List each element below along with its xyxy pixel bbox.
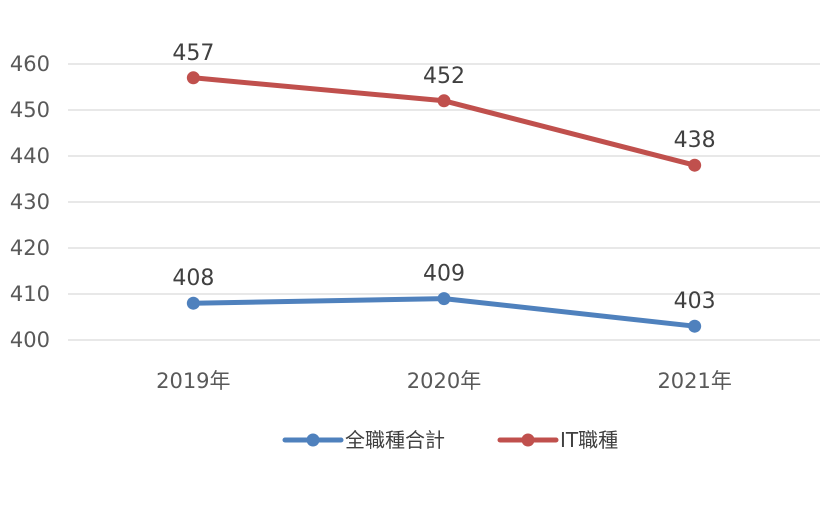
x-tick-label: 2020年 xyxy=(407,369,481,393)
series-line xyxy=(190,75,698,168)
data-point xyxy=(688,319,702,333)
data-point xyxy=(437,94,451,108)
x-tick-label: 2019年 xyxy=(156,369,230,393)
data-label: 452 xyxy=(423,64,465,89)
x-tick-label: 2021年 xyxy=(657,369,731,393)
series-0: 408 409 403 xyxy=(172,262,716,333)
data-label: 409 xyxy=(423,262,465,287)
data-label: 457 xyxy=(172,41,214,66)
data-point xyxy=(688,158,702,172)
data-label: 438 xyxy=(674,128,716,153)
data-point xyxy=(186,296,200,310)
data-point xyxy=(186,71,200,85)
legend-swatch-marker xyxy=(306,433,320,447)
y-axis-ticks: 400 410 420 430 440 450 460 xyxy=(10,52,50,352)
series: 408 409 403 457 452 438 xyxy=(172,41,716,333)
y-tick-label: 440 xyxy=(10,144,50,168)
y-tick-label: 400 xyxy=(10,328,50,352)
x-axis-ticks: 2019年 2020年 2021年 xyxy=(156,369,732,393)
data-label: 403 xyxy=(674,289,716,314)
legend: 全職種合計 IT職種 xyxy=(282,428,618,452)
legend-label: IT職種 xyxy=(560,428,618,452)
data-point xyxy=(437,292,451,306)
y-tick-label: 420 xyxy=(10,236,50,260)
legend-swatch-marker xyxy=(521,433,535,447)
y-tick-label: 430 xyxy=(10,190,50,214)
y-tick-label: 410 xyxy=(10,282,50,306)
legend-item: 全職種合計 xyxy=(282,428,445,452)
legend-item: IT職種 xyxy=(497,428,618,452)
data-label: 408 xyxy=(172,266,214,291)
y-tick-label: 460 xyxy=(10,52,50,76)
y-tick-label: 450 xyxy=(10,98,50,122)
series-1: 457 452 438 xyxy=(172,41,716,172)
gridlines xyxy=(68,63,820,341)
legend-label: 全職種合計 xyxy=(345,428,445,452)
